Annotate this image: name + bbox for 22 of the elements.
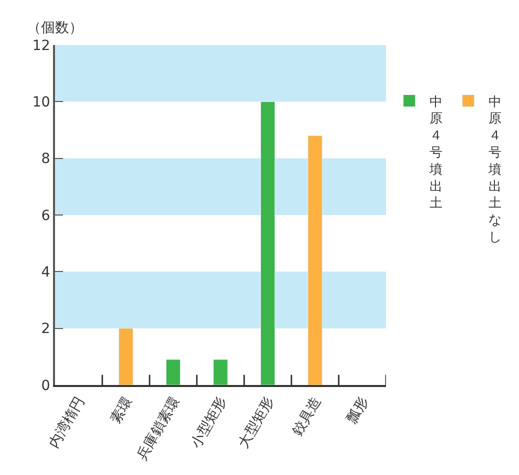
x-tick-label: 大型矩形 bbox=[235, 394, 278, 451]
bar bbox=[166, 359, 181, 385]
bar bbox=[213, 359, 228, 385]
x-tick-label: 素環 bbox=[108, 394, 136, 427]
x-tick-label: 小型矩形 bbox=[188, 394, 230, 451]
y-tick-label: 4 bbox=[41, 264, 50, 281]
y-axis-title: （個数） bbox=[27, 20, 83, 36]
legend-label: 中原４号墳出土 bbox=[428, 94, 442, 212]
text: 中原４号墳出土なし bbox=[488, 94, 502, 246]
bar bbox=[260, 101, 276, 385]
y-tick-label: 8 bbox=[41, 151, 50, 168]
y-tick-label: 0 bbox=[41, 378, 50, 394]
bar bbox=[308, 135, 322, 385]
y-tick-label: 10 bbox=[32, 94, 50, 111]
x-tick-label: 兵庫鎖素環 bbox=[134, 394, 183, 463]
x-tick-label: 瓢形 bbox=[344, 394, 372, 427]
bar bbox=[118, 328, 134, 385]
x-tick-label: 内湾楕円 bbox=[46, 394, 88, 451]
y-tick-label: 12 bbox=[32, 38, 50, 54]
y-tick-label: 6 bbox=[41, 208, 50, 224]
y-tick-label: 2 bbox=[41, 321, 50, 338]
x-tick-label: 鉸具造 bbox=[290, 394, 325, 439]
